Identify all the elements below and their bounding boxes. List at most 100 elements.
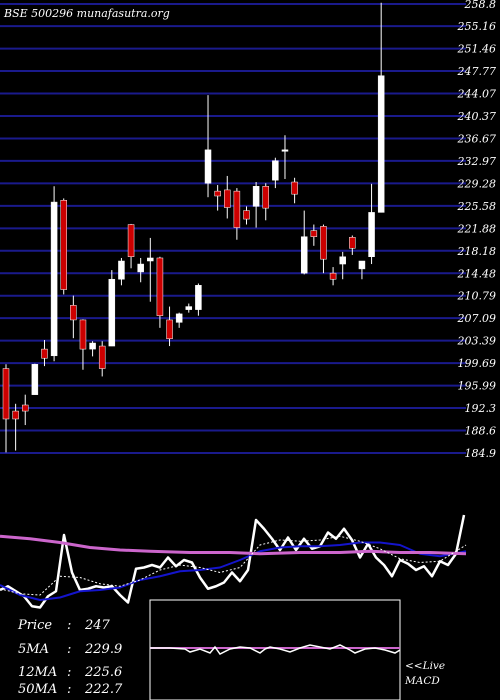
candle bbox=[300, 210, 308, 275]
price-value: 247 bbox=[84, 618, 111, 633]
candle bbox=[377, 2, 385, 213]
candle-body-up bbox=[118, 260, 125, 280]
candle-body-down bbox=[21, 404, 29, 412]
candle bbox=[79, 319, 87, 370]
candle-body-down bbox=[291, 181, 298, 195]
candle-body-down bbox=[41, 348, 48, 359]
candle-body-down bbox=[12, 410, 19, 420]
candle-body-up bbox=[89, 342, 96, 350]
candle bbox=[70, 295, 77, 339]
candle-body-down bbox=[329, 272, 337, 280]
candle bbox=[329, 267, 337, 286]
candle-body-down bbox=[60, 199, 67, 290]
candle-body-up bbox=[137, 263, 144, 273]
indicator-line-3 bbox=[0, 535, 467, 596]
ma12-separator: : bbox=[67, 665, 71, 680]
candle bbox=[320, 224, 327, 274]
candle-body-down bbox=[166, 319, 173, 340]
candle bbox=[175, 312, 183, 328]
macd-label-line1: <<Live bbox=[405, 660, 445, 672]
candle bbox=[291, 177, 298, 204]
candle bbox=[41, 339, 48, 367]
candle bbox=[185, 303, 193, 313]
ma5-separator: : bbox=[67, 642, 71, 657]
y-tick-label: 258.8 bbox=[464, 0, 497, 11]
candle-body-down bbox=[70, 305, 77, 321]
candle bbox=[310, 224, 318, 246]
price-separator: : bbox=[67, 618, 71, 633]
candle-body-down bbox=[214, 190, 221, 197]
stats-block: Price : 247 5MA : 229.9 12MA : 225.6 50M… bbox=[17, 618, 123, 697]
y-tick-label: 255.16 bbox=[457, 20, 497, 33]
candle bbox=[214, 185, 221, 211]
candle-body-up bbox=[339, 256, 346, 265]
candle bbox=[21, 394, 29, 426]
ma50-label: 50MA bbox=[18, 682, 57, 697]
indicator-line-1 bbox=[0, 541, 467, 601]
y-tick-label: 192.3 bbox=[465, 402, 497, 415]
candle-body-up bbox=[50, 201, 58, 357]
candle-body-up bbox=[204, 149, 212, 184]
candle bbox=[224, 175, 231, 219]
candle bbox=[147, 237, 154, 302]
candle-body-up bbox=[185, 306, 193, 310]
y-tick-label: 188.6 bbox=[465, 425, 497, 438]
y-tick-label: 236.67 bbox=[457, 132, 497, 145]
candle bbox=[50, 186, 58, 362]
y-tick-label: 184.9 bbox=[465, 447, 497, 460]
candle-body-down bbox=[79, 319, 87, 350]
candle bbox=[281, 135, 289, 179]
price-label: Price bbox=[17, 618, 52, 633]
candle-body-up bbox=[31, 364, 39, 395]
macd-label-line2: MACD bbox=[404, 675, 440, 687]
ma50-separator: : bbox=[67, 682, 71, 697]
candlestick-series bbox=[2, 2, 385, 453]
y-tick-label: 203.39 bbox=[457, 335, 497, 348]
candle-body-up bbox=[195, 285, 202, 310]
watermark: BSE 500296 munafasutra.org bbox=[3, 7, 170, 20]
candle bbox=[31, 363, 39, 395]
candle bbox=[137, 257, 144, 283]
candle bbox=[204, 95, 212, 198]
candle-body-down bbox=[127, 224, 135, 258]
macd-panel bbox=[149, 599, 401, 700]
y-tick-label: 229.28 bbox=[457, 177, 497, 190]
ma12-value: 225.6 bbox=[84, 665, 122, 680]
price-axis-ticks: 258.8 255.16 251.46 247.77 244.07 240.37 236.6… bbox=[457, 0, 497, 460]
y-tick-label: 214.48 bbox=[457, 267, 497, 280]
candle-body-up bbox=[368, 212, 375, 258]
candle bbox=[339, 251, 346, 280]
ma5-value: 229.9 bbox=[84, 642, 122, 657]
ma12-label: 12MA bbox=[18, 665, 57, 680]
candle bbox=[60, 198, 67, 295]
candle bbox=[166, 306, 173, 347]
candle bbox=[252, 182, 260, 228]
candle bbox=[89, 341, 96, 357]
candle-body-up bbox=[108, 278, 116, 347]
candle-body-up bbox=[300, 236, 308, 274]
candle bbox=[156, 256, 164, 328]
y-tick-label: 221.88 bbox=[457, 222, 497, 235]
candle bbox=[118, 257, 125, 286]
candle bbox=[108, 270, 116, 347]
y-tick-label: 247.77 bbox=[457, 65, 497, 78]
y-tick-label: 195.99 bbox=[458, 380, 497, 393]
y-tick-label: 199.69 bbox=[458, 357, 497, 370]
candle-body-up bbox=[377, 75, 385, 213]
candle-body-up bbox=[147, 257, 154, 262]
candle-body-down bbox=[224, 189, 231, 208]
macd-label: <<Live MACD bbox=[404, 660, 445, 687]
candle bbox=[233, 188, 241, 240]
price-gridlines bbox=[0, 3, 466, 454]
candle-body-up bbox=[272, 160, 279, 181]
candle-body-down bbox=[98, 345, 106, 369]
candle bbox=[243, 206, 250, 225]
ma50-value: 222.7 bbox=[84, 682, 123, 697]
candle bbox=[12, 403, 19, 451]
y-tick-label: 225.58 bbox=[457, 200, 497, 213]
candle bbox=[195, 283, 202, 316]
candle-body-down bbox=[262, 186, 269, 209]
y-tick-label: 207.09 bbox=[457, 312, 497, 325]
y-tick-label: 244.07 bbox=[457, 87, 497, 100]
